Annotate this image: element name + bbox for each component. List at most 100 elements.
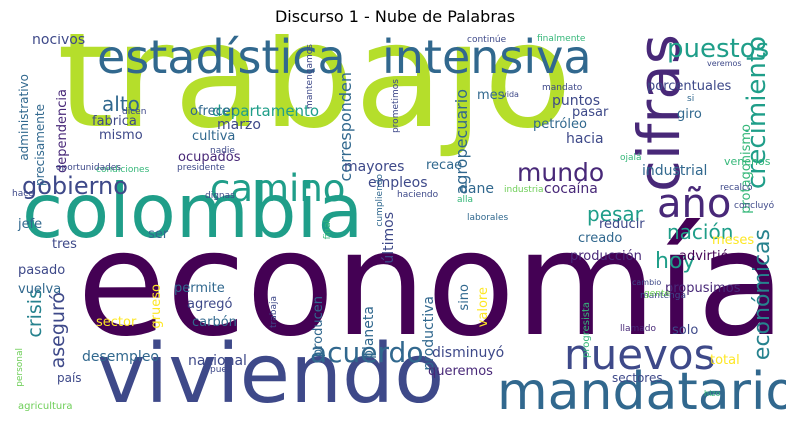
word-ano: año [657, 181, 732, 227]
word-economia: economía [77, 200, 786, 369]
word-mandato: mandato [542, 83, 583, 93]
word-grueso: grueso [149, 284, 164, 329]
word-alto: alto [102, 92, 140, 116]
word-nocivos: nocivos [32, 34, 86, 48]
word-pasar: pasar [572, 105, 609, 120]
word-agrego: agregó [187, 297, 233, 312]
word-intensiva: intensiva [382, 34, 592, 84]
word-sector: sector [96, 315, 137, 330]
word-estadistica: estadística [97, 34, 346, 84]
word-industrial: industrial [642, 163, 708, 179]
word-prometimos: prometimos [391, 79, 401, 134]
word-giro: giro [677, 107, 702, 122]
word-gente: gente [644, 289, 671, 299]
word-pesar: pesar [587, 202, 643, 226]
word-viviendo: viviendo [97, 327, 445, 420]
word-laborales: laborales [467, 213, 509, 223]
word-creado: creado [578, 231, 623, 246]
word-mantengamos: mantengamos [305, 44, 315, 109]
word-nuevos: nuevos [564, 330, 716, 379]
word-solo: solo [672, 323, 699, 338]
word-marzo: marzo [217, 117, 261, 133]
word-vuelva: vuelva [18, 282, 62, 297]
word-fabrica: fabrica [92, 114, 137, 129]
word-carbon: carbón [192, 315, 237, 330]
word-dane: dane [459, 181, 494, 197]
word-economicas: económicas [750, 229, 775, 361]
word-condiciones: condiciones [96, 165, 150, 175]
word-total: total [710, 353, 740, 368]
word-disminuyo: disminuyó [432, 345, 505, 361]
word-concluyo: concluyó [734, 201, 775, 211]
word-progresista: progresista [581, 302, 592, 358]
word-cocaina: cocaína [544, 181, 598, 197]
word-si: si [687, 94, 695, 104]
word-trabaja: trabaja [269, 296, 279, 328]
word-permite: permite [174, 281, 225, 296]
word-haciendo: haciendo [397, 190, 439, 200]
word-porcentuales: porcentuales [647, 79, 732, 94]
word-puntos: puntos [552, 93, 600, 109]
word-cultiva: cultiva [192, 129, 236, 144]
word-nacion: nación [667, 220, 734, 244]
word-colombia: colombia [22, 167, 364, 255]
word-mismo: mismo [99, 128, 143, 143]
word-alla: alla [457, 195, 474, 205]
word-personal: personal [15, 348, 25, 387]
word-agropecuario: agropecuario [452, 89, 471, 195]
word-propusimos: propusimos [665, 281, 741, 296]
word-reducir: reducir [599, 217, 645, 232]
word-ocupados: ocupados [178, 150, 241, 165]
word-departamento: departamento [212, 102, 320, 120]
word-continue: continúe [467, 35, 507, 45]
word-ofrecer: ofrecer [190, 104, 237, 119]
word-mayores: mayores [344, 159, 405, 175]
word-desempleo: desempleo [82, 349, 159, 365]
word-presidente: presidente [177, 163, 225, 173]
word-nacional: nacional [188, 353, 247, 369]
word-petroleo: petróleo [533, 117, 587, 132]
word-jefe: jefe [18, 217, 43, 232]
word-puestos: puestos [667, 34, 770, 64]
word-cambio: cambio [632, 278, 662, 287]
word-recae: recae [426, 158, 463, 173]
word-recalco: recalcó [720, 183, 753, 193]
word-oportunidades: oportunidades [56, 163, 122, 173]
word-final: final [323, 220, 333, 240]
chart-title: Discurso 1 - Nube de Palabras [274, 7, 516, 26]
word-mes: mes [477, 88, 505, 103]
word-pues: pues [210, 365, 232, 375]
word-camino: camino [210, 167, 346, 210]
word-dignas: dignas [205, 191, 235, 201]
word-vida: vida [502, 90, 519, 99]
word-administrativo: administrativo [17, 74, 31, 161]
word-mandatario: mandatario [497, 362, 786, 420]
word-pais: país [57, 371, 82, 385]
word-empleos: empleos [368, 175, 428, 191]
word-ojala: ojalá [620, 153, 642, 163]
word-valore: valore [476, 287, 491, 328]
word-mundo: mundo [517, 158, 605, 187]
word-produccion: producción [570, 249, 642, 264]
word-llamado: llamado [620, 324, 657, 334]
word-gobierno: gobierno [22, 172, 128, 200]
word-hoy: hoy [655, 249, 696, 274]
word-sino: sino [457, 284, 472, 311]
word-meses: meses [712, 233, 755, 248]
word-planeta: planeta [361, 306, 377, 359]
word-cumpliendo: cumpliendo [375, 174, 385, 227]
word-aseguro: aseguró [47, 292, 69, 369]
word-advirtio: advirtió [679, 249, 729, 264]
word-producen: producen [311, 296, 326, 358]
word-mantenga: mantenga [640, 291, 686, 301]
word-queremos: queremos [428, 364, 493, 379]
word-venenos: venenos [724, 155, 771, 168]
word-veremos: veremos [707, 59, 742, 68]
word-cloud: trabajo economía colombia viviendo estadísti… [12, 34, 786, 420]
word-ser: ser [148, 227, 169, 242]
word-tres: tres [52, 237, 77, 252]
word-agricultura: agricultura [18, 401, 73, 412]
word-hacia: hacia [566, 131, 604, 147]
word-hizo: hizo [704, 389, 721, 398]
word-sectores: sectores [612, 371, 663, 385]
